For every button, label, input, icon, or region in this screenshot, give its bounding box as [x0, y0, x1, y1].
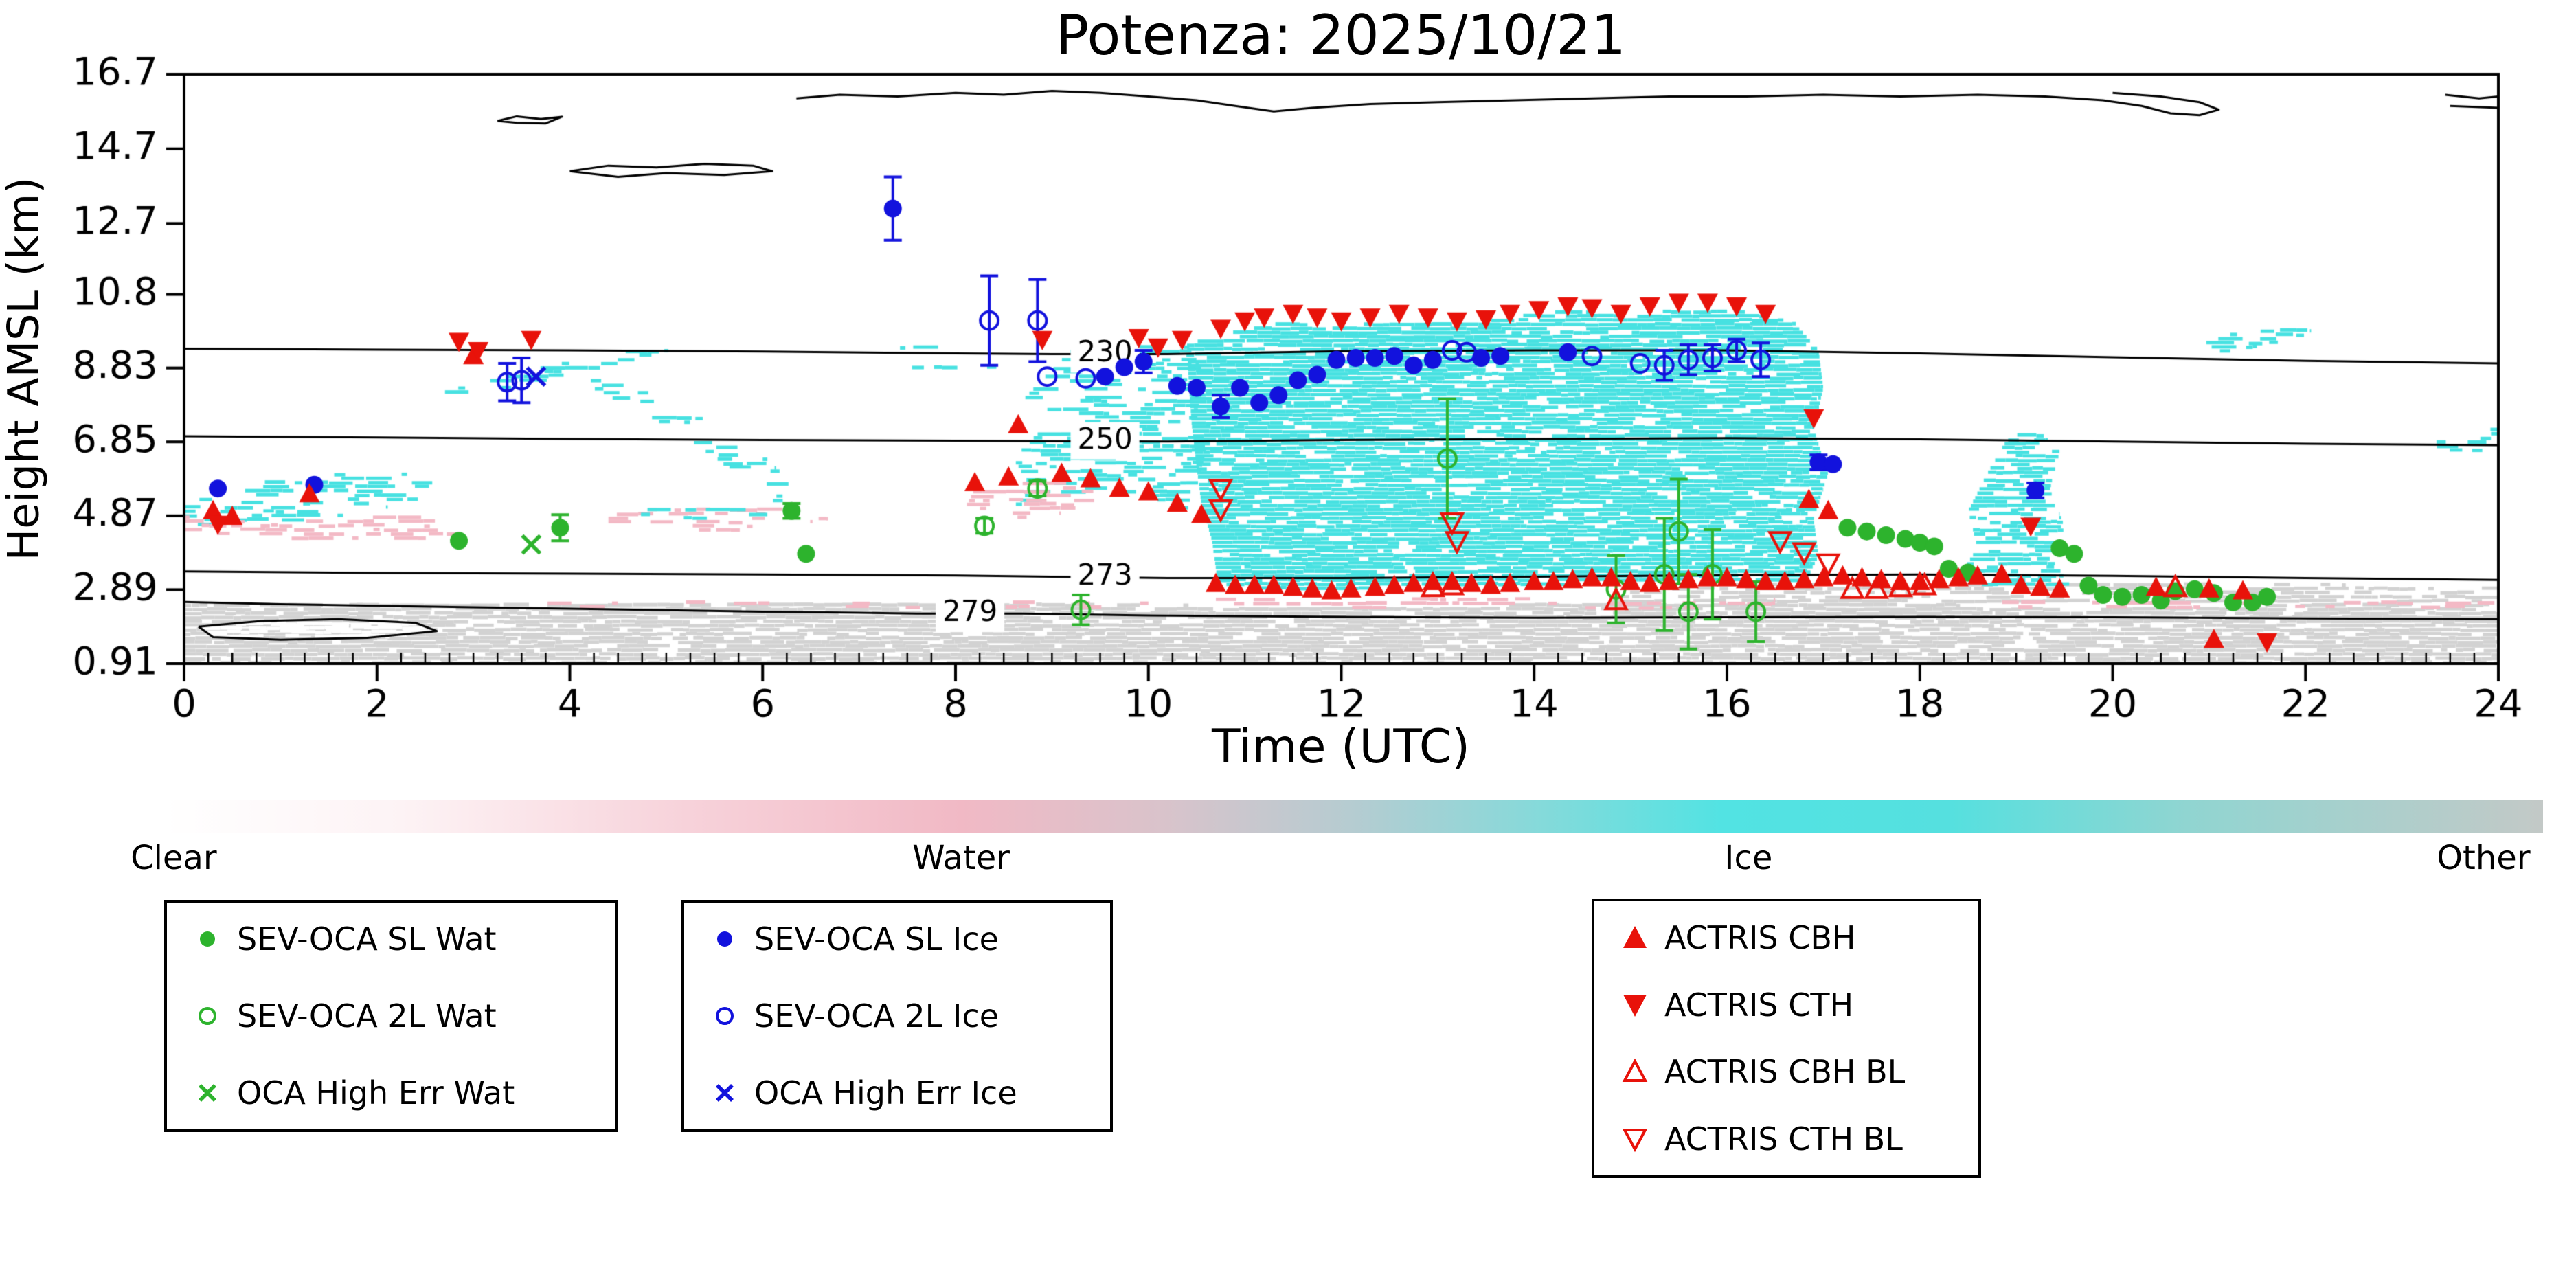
legend-item-sl_wat: SEV-OCA SL Wat — [190, 920, 591, 958]
cth-marker-icon — [1623, 994, 1647, 1017]
legend-item-cth: ACTRIS CTH — [1618, 986, 1955, 1024]
colorbar-gradient — [164, 800, 2543, 833]
colorbar-label-other: Other — [2437, 839, 2531, 877]
higherr_wat-marker-icon — [199, 1084, 216, 1102]
legend-item-label: ACTRIS CTH — [1664, 986, 1854, 1024]
colorbar: Clear Water Ice Other — [131, 800, 2543, 877]
legend-box-actris: ACTRIS CBH ACTRIS CTH ACTRIS CBH BL ACTRIS … — [1592, 899, 1981, 1178]
legend-item-label: SEV-OCA SL Wat — [237, 920, 497, 958]
cbh-marker-icon — [1623, 926, 1647, 948]
colorbar-label-water: Water — [912, 839, 1010, 877]
legend-item-label: ACTRIS CBH — [1664, 919, 1856, 956]
2l_ice-marker-icon — [716, 1007, 734, 1025]
x-axis-label: Time (UTC) — [1212, 720, 1470, 774]
legend-item-higherr_wat: OCA High Err Wat — [190, 1074, 591, 1111]
colorbar-label-ice: Ice — [1724, 839, 1773, 877]
legend-item-cth_bl: ACTRIS CTH BL — [1618, 1120, 1955, 1157]
legend-item-2l_ice: SEV-OCA 2L Ice — [708, 997, 1087, 1035]
cth_bl-marker-icon — [1622, 1128, 1648, 1153]
sl_ice-marker-icon — [717, 931, 732, 947]
colorbar-label-clear: Clear — [131, 839, 217, 877]
legend-item-2l_wat: SEV-OCA 2L Wat — [190, 997, 591, 1035]
legend-item-cbh_bl: ACTRIS CBH BL — [1618, 1053, 1955, 1090]
legend-item-label: OCA High Err Ice — [754, 1074, 1017, 1111]
sl_wat-marker-icon — [200, 931, 215, 947]
legend-item-label: SEV-OCA 2L Ice — [754, 997, 999, 1035]
legend-item-label: ACTRIS CBH BL — [1664, 1053, 1906, 1091]
2l_wat-marker-icon — [199, 1007, 216, 1025]
plot-canvas — [0, 0, 2576, 776]
legend-item-cbh: ACTRIS CBH — [1618, 919, 1955, 956]
chart-title: Potenza: 2025/10/21 — [1055, 3, 1627, 67]
y-axis-label: Height AMSL (km) — [0, 177, 49, 561]
cbh_bl-marker-icon — [1622, 1059, 1648, 1083]
higherr_ice-marker-icon — [716, 1084, 734, 1102]
legend-box-ice: SEV-OCA SL Ice SEV-OCA 2L Ice OCA High Err… — [681, 900, 1113, 1132]
legend-item-label: SEV-OCA SL Ice — [754, 920, 999, 958]
legend-item-label: ACTRIS CTH BL — [1664, 1120, 1903, 1157]
legend-item-sl_ice: SEV-OCA SL Ice — [708, 920, 1087, 958]
legend-item-higherr_ice: OCA High Err Ice — [708, 1074, 1087, 1111]
legend-box-water: SEV-OCA SL Wat SEV-OCA 2L Wat OCA High Err… — [164, 900, 618, 1132]
legend-item-label: OCA High Err Wat — [237, 1074, 515, 1111]
legend-item-label: SEV-OCA 2L Wat — [237, 997, 497, 1035]
colorbar-labels: Clear Water Ice Other — [131, 839, 2543, 880]
